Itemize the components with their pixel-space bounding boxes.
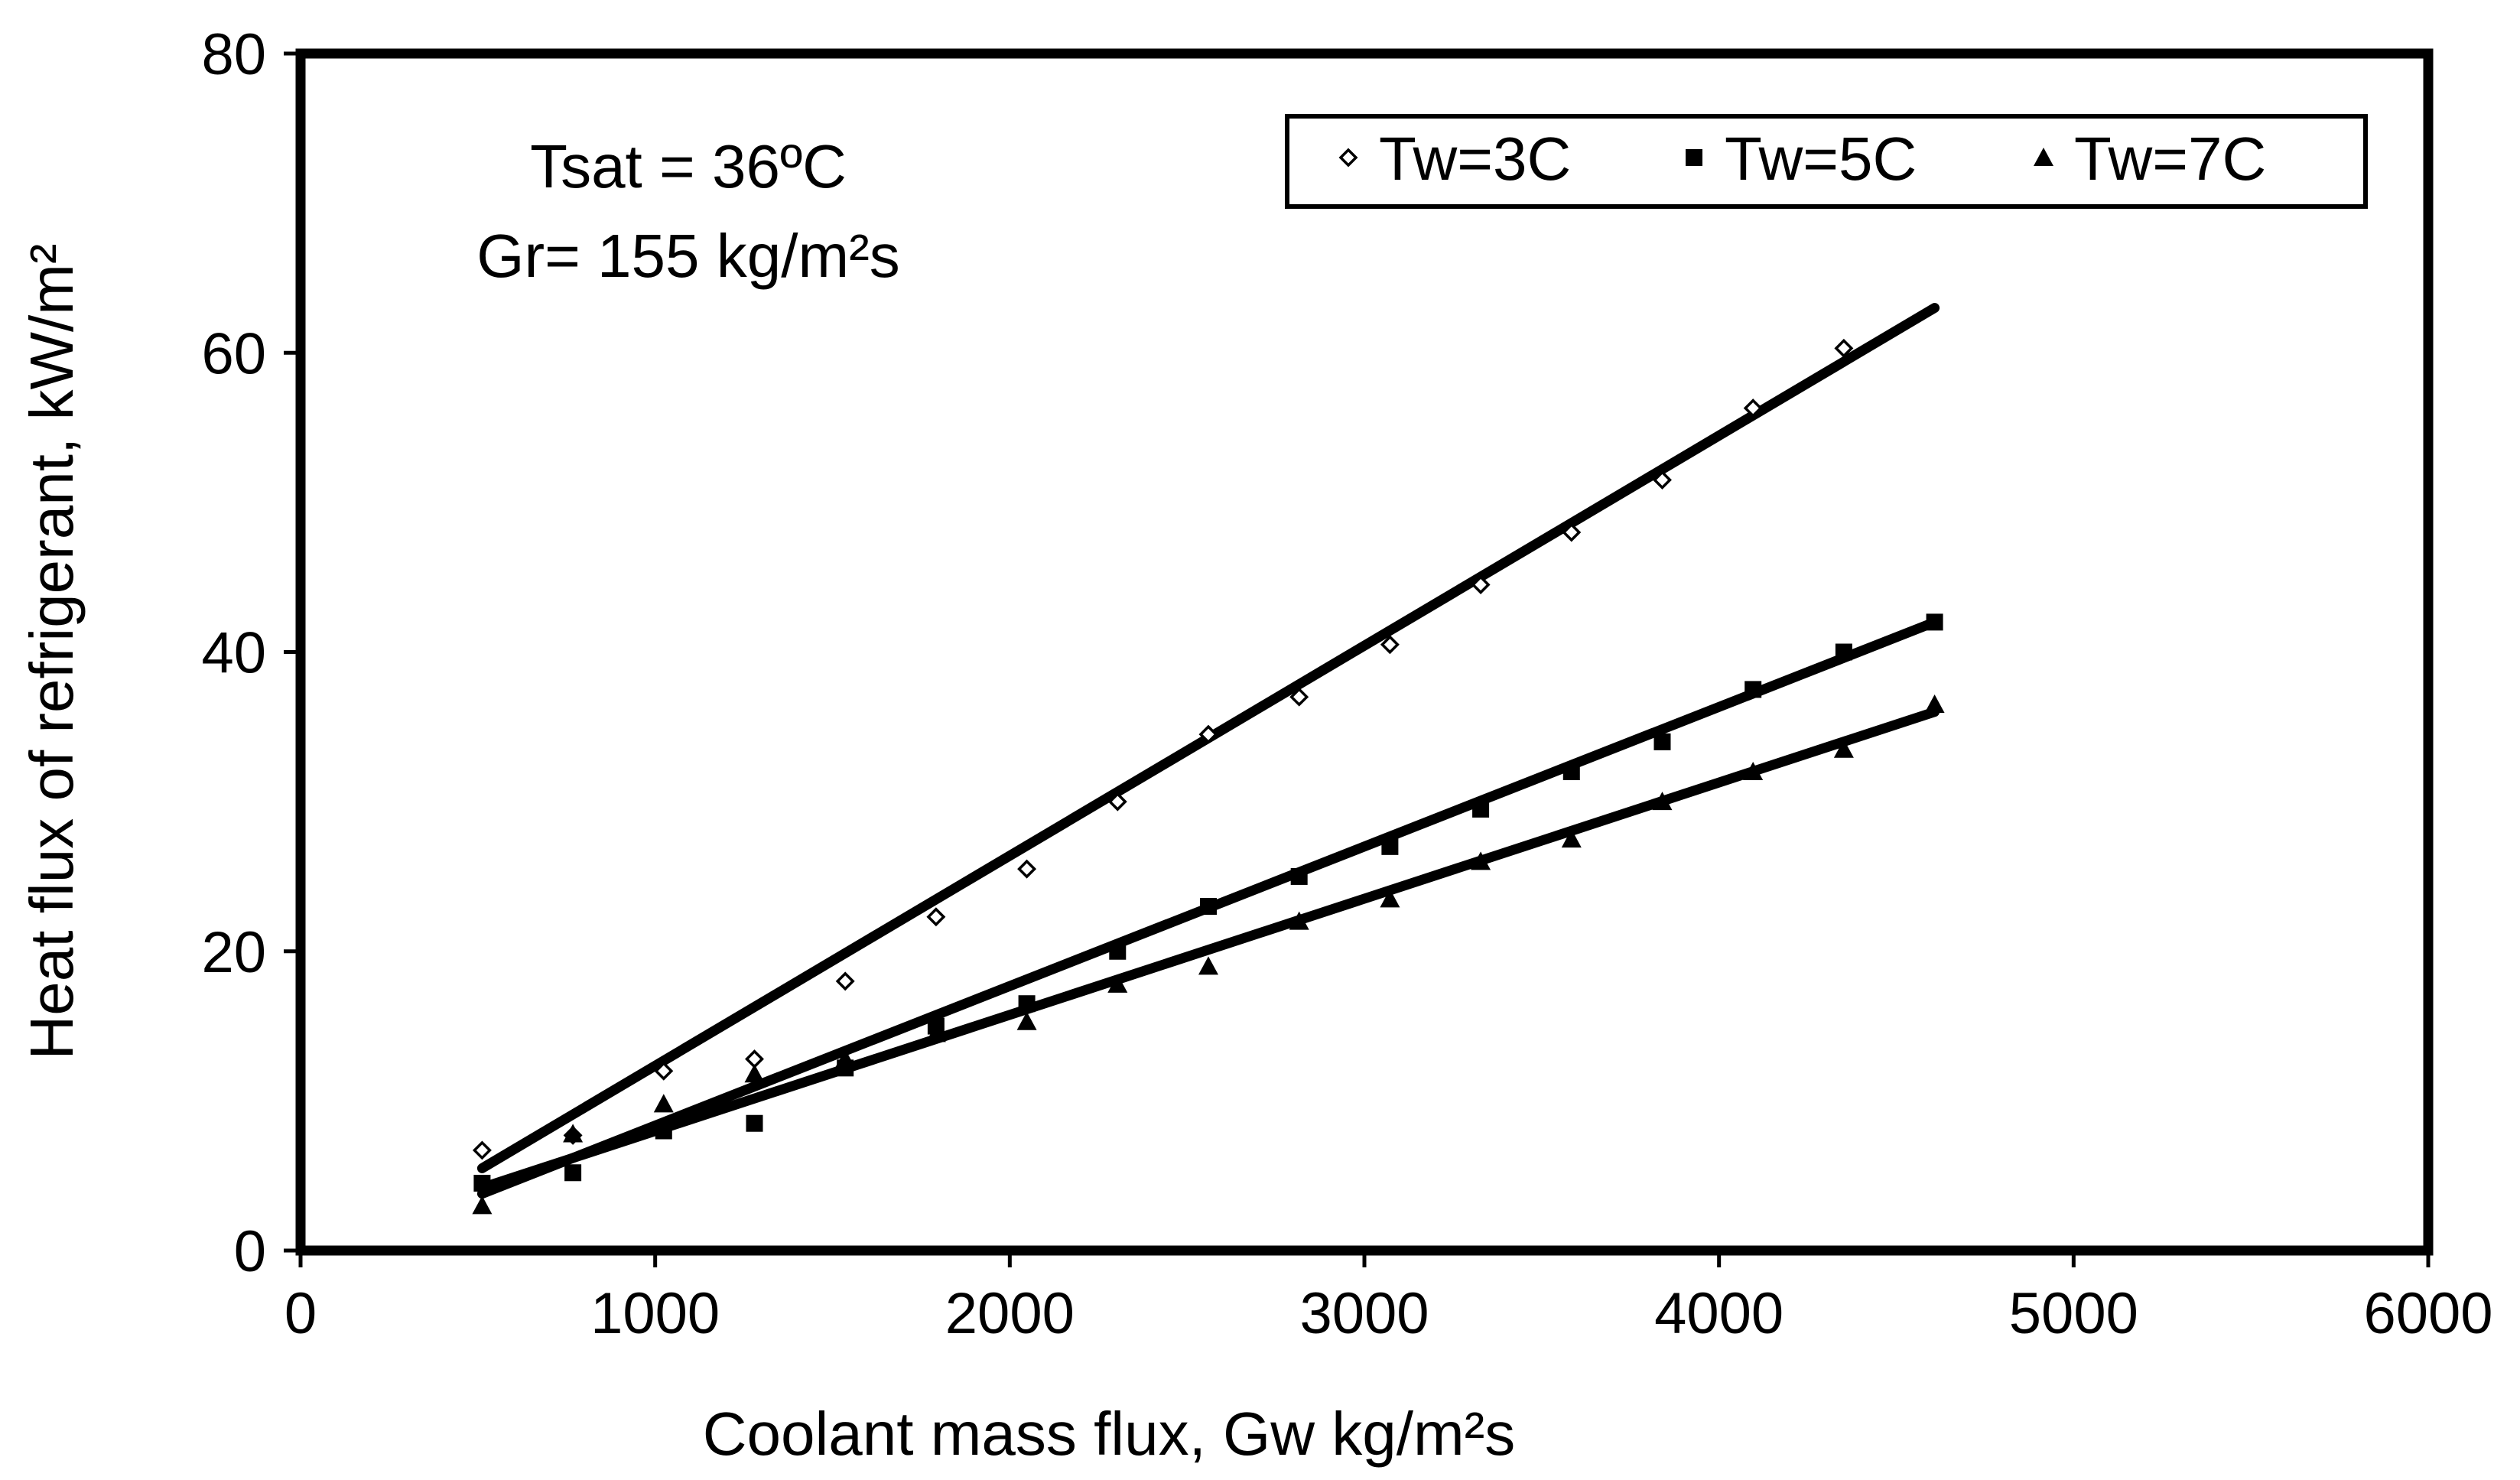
data-point-series-3 xyxy=(1833,739,1854,758)
x-tick-label: 0 xyxy=(285,1281,317,1346)
data-point-series-2 xyxy=(1109,942,1127,960)
data-point-series-1 xyxy=(1107,792,1127,812)
data-point-series-3 xyxy=(1471,851,1491,870)
x-axis-title: Coolant mass flux, Gw kg/m²s xyxy=(703,1400,1516,1468)
data-point-series-1 xyxy=(654,1061,674,1081)
y-tick-label: 60 xyxy=(201,321,266,386)
annotation-gr: Gr= 155 kg/m²s xyxy=(476,222,900,290)
x-tick-label: 1000 xyxy=(590,1281,720,1346)
data-point-series-2 xyxy=(564,1164,582,1182)
data-point-series-1 xyxy=(1743,398,1763,418)
data-point-series-1 xyxy=(926,907,946,927)
data-point-series-2 xyxy=(1926,613,1943,631)
data-point-series-2 xyxy=(655,1122,672,1140)
y-tick-label: 0 xyxy=(234,1219,266,1284)
legend-label-series-3: Tw=7C xyxy=(2074,125,2266,193)
data-point-series-3 xyxy=(1016,1011,1037,1030)
data-point-series-3 xyxy=(1561,829,1582,848)
y-tick-label: 20 xyxy=(201,920,266,985)
data-point-series-3 xyxy=(744,1064,765,1083)
data-point-series-2 xyxy=(1562,763,1580,780)
data-point-series-3 xyxy=(563,1124,584,1143)
data-point-series-2 xyxy=(1381,838,1399,855)
data-point-series-1 xyxy=(1471,574,1491,594)
y-tick-label: 80 xyxy=(201,22,266,87)
x-tick-label: 4000 xyxy=(1654,1281,1784,1346)
annotation-tsat: Tsat = 36ºC xyxy=(530,132,847,200)
data-point-series-2 xyxy=(746,1114,763,1132)
x-axis: 0 1000 2000 3000 4000 5000 6000 xyxy=(285,1251,2493,1346)
data-point-series-2 xyxy=(1199,898,1217,916)
data-point-series-2 xyxy=(1018,995,1036,1013)
data-point-series-2 xyxy=(473,1174,491,1192)
data-point-series-1 xyxy=(1653,470,1672,490)
data-point-series-1 xyxy=(1380,635,1400,655)
legend: Tw=3C Tw=5C Tw=7C xyxy=(1285,114,2368,209)
data-point-series-2 xyxy=(1835,643,1852,661)
x-tick-label: 3000 xyxy=(1299,1281,1429,1346)
data-point-series-1 xyxy=(1198,724,1218,744)
data-point-series-2 xyxy=(1472,800,1490,818)
y-axis-title: Heat flux of refrigerant, kW/m² xyxy=(18,244,86,1060)
x-tick-label: 5000 xyxy=(2009,1281,2138,1346)
data-point-series-1 xyxy=(472,1140,492,1160)
fit-line-series-3 xyxy=(476,707,1940,1193)
data-point-series-2 xyxy=(1744,681,1762,698)
plot-area xyxy=(295,48,2434,1256)
data-point-series-3 xyxy=(835,1049,856,1068)
data-point-series-3 xyxy=(1924,694,1945,714)
data-point-series-1 xyxy=(835,971,855,991)
data-point-series-1 xyxy=(1562,522,1582,542)
data-point-series-3 xyxy=(925,1023,946,1043)
data-point-series-3 xyxy=(472,1195,493,1215)
data-point-series-1 xyxy=(1017,859,1037,879)
y-tick-label: 40 xyxy=(201,621,266,686)
data-point-series-2 xyxy=(1290,867,1308,885)
legend-marker-series-1 xyxy=(1338,148,1358,168)
data-point-series-3 xyxy=(1107,974,1128,993)
legend-label-series-2: Tw=5C xyxy=(1725,125,1917,193)
data-point-series-1 xyxy=(1834,338,1854,358)
data-point-series-1 xyxy=(1289,687,1309,707)
y-axis: 0 20 40 60 80 xyxy=(201,22,301,1284)
legend-marker-series-3 xyxy=(2034,148,2053,167)
data-point-series-3 xyxy=(1743,762,1764,781)
data-markers xyxy=(472,338,1945,1215)
data-point-series-3 xyxy=(1380,889,1400,908)
data-point-series-2 xyxy=(1653,733,1671,750)
data-point-series-3 xyxy=(1289,911,1309,930)
x-tick-label: 2000 xyxy=(945,1281,1075,1346)
data-point-series-3 xyxy=(1198,956,1218,975)
data-point-series-3 xyxy=(1652,792,1673,811)
data-point-series-3 xyxy=(653,1094,674,1113)
legend-box xyxy=(1285,114,2368,209)
x-tick-label: 6000 xyxy=(2363,1281,2492,1346)
legend-marker-series-2 xyxy=(1686,149,1702,166)
legend-label-series-1: Tw=3C xyxy=(1379,125,1571,193)
